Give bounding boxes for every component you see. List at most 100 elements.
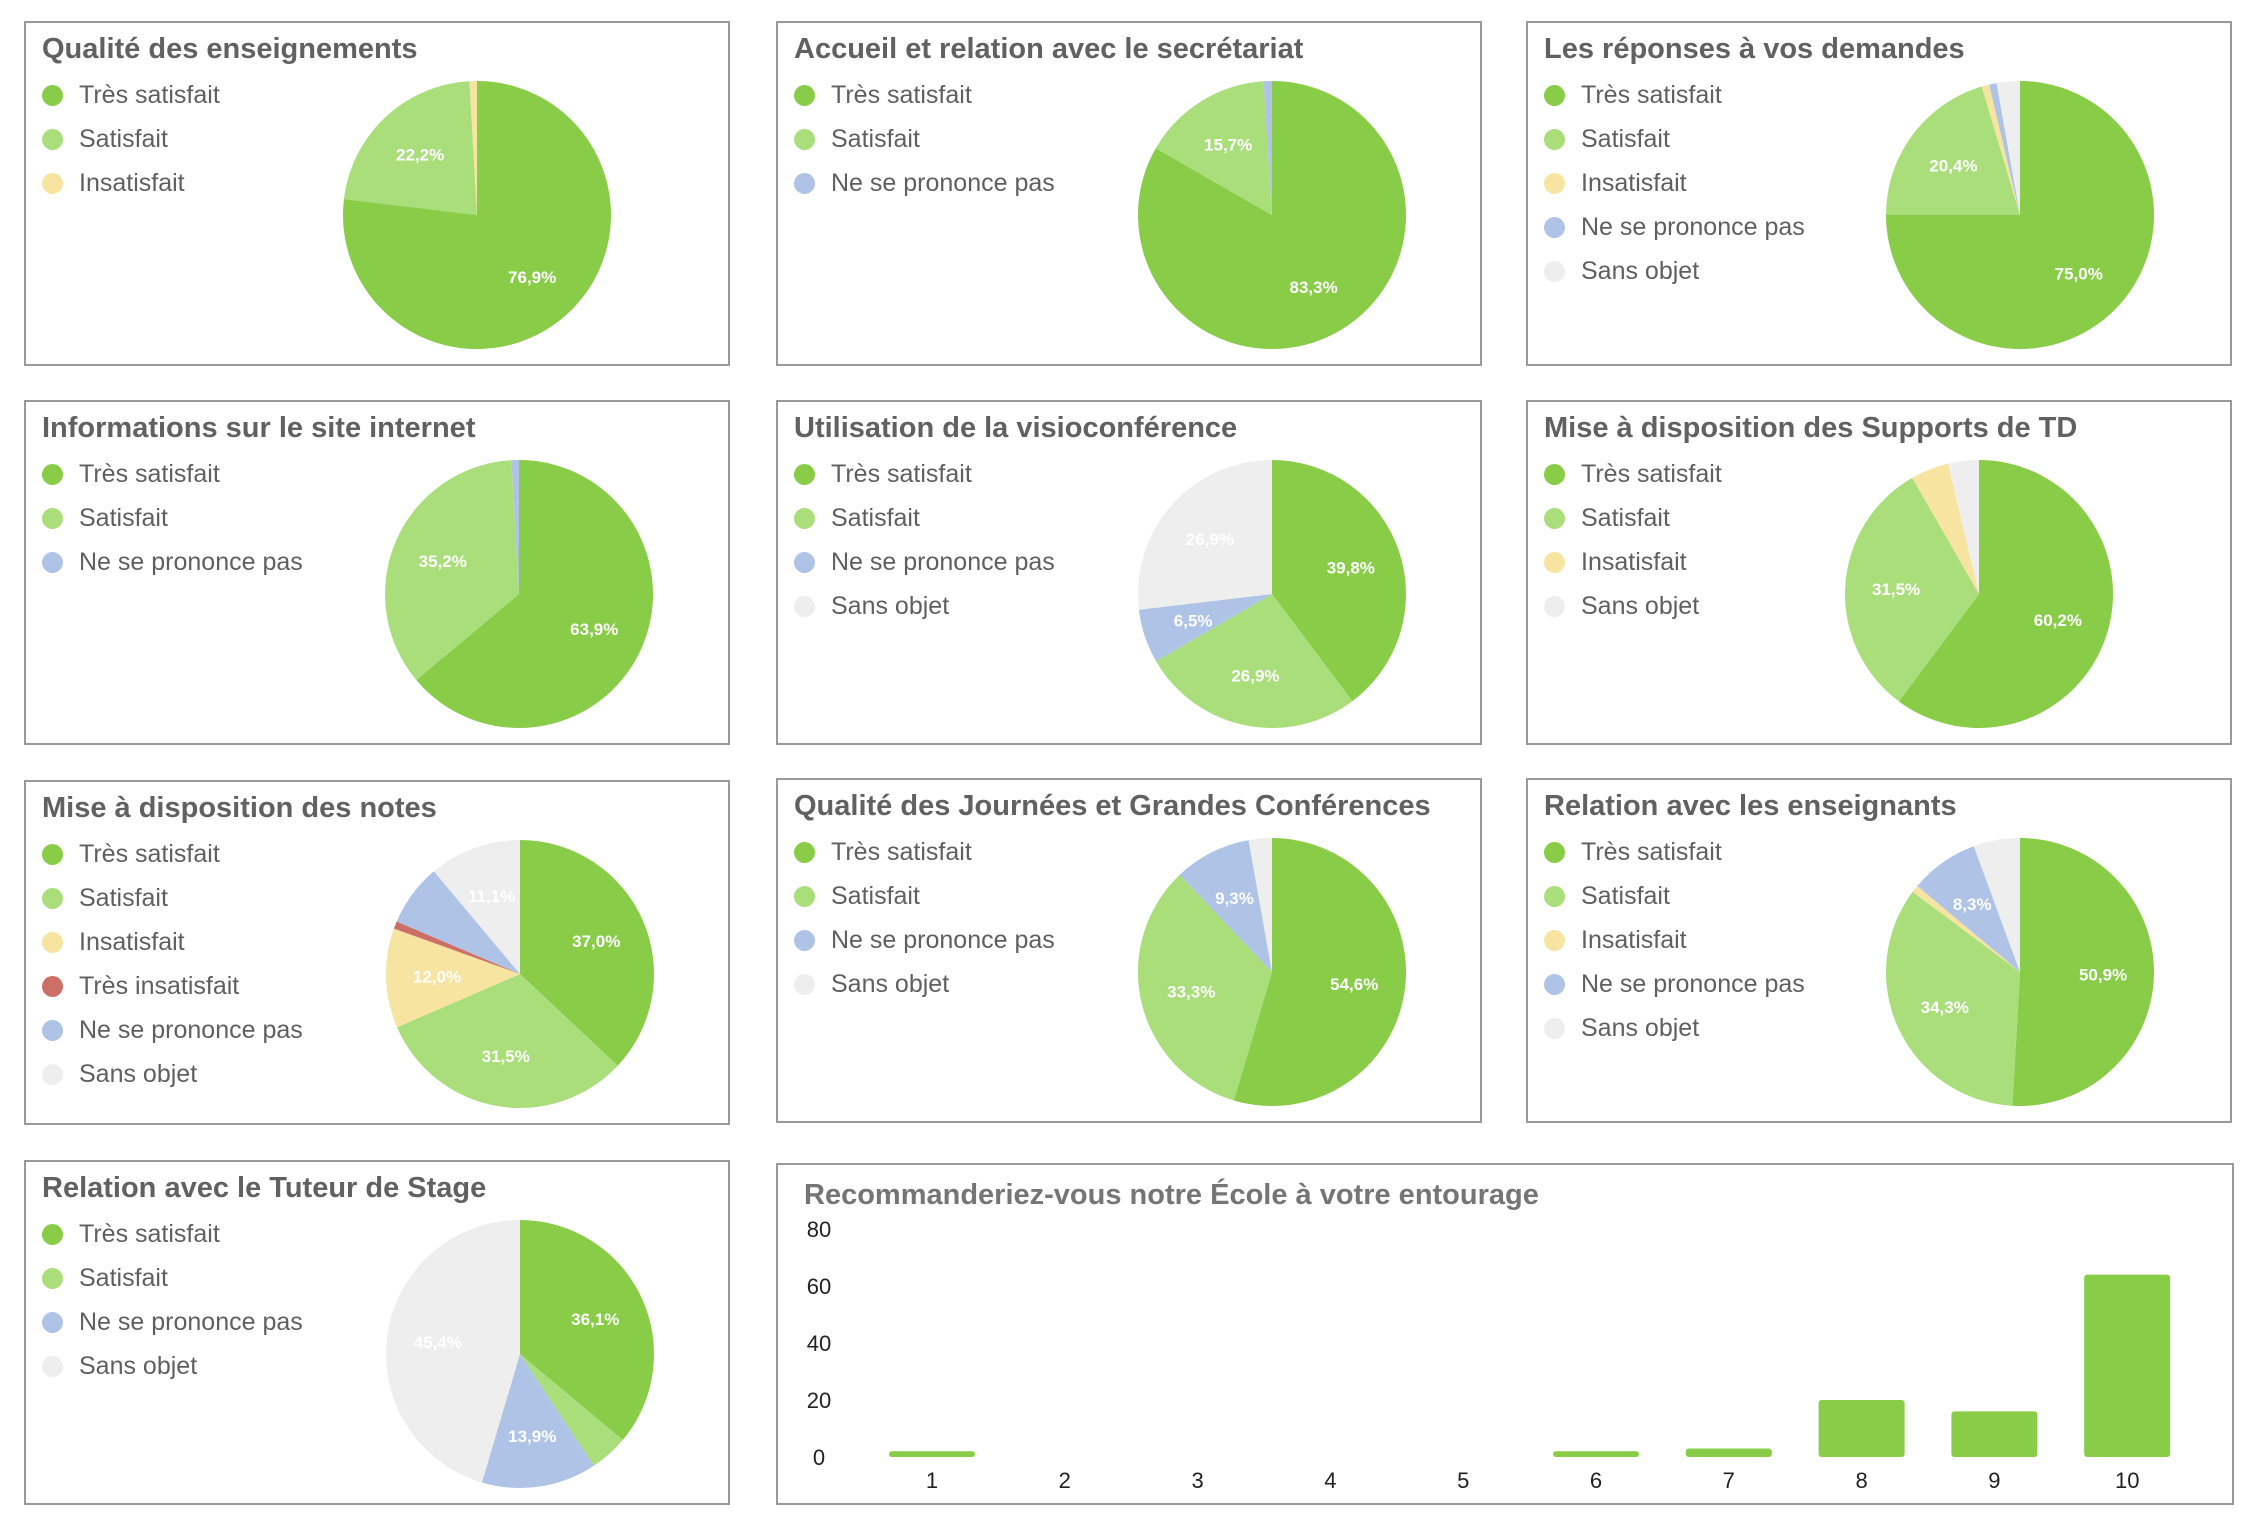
pie-slice-insatisfait[interactable]	[1912, 463, 1979, 594]
legend-item-sans-objet[interactable]: Sans objet	[794, 962, 1055, 1006]
legend-item-tres-satisfait[interactable]: Très satisfait	[42, 832, 303, 876]
legend-item-satisfait[interactable]: Satisfait	[794, 874, 1055, 918]
pie-slice-tres-satisfait[interactable]	[1233, 838, 1406, 1106]
pie-slice-sans-objet[interactable]	[1948, 460, 1979, 594]
pie-slice-ne-se-prononce-pas[interactable]	[1179, 840, 1272, 972]
pie-slice-satisfait[interactable]	[1155, 81, 1272, 215]
legend-item-tres-satisfait[interactable]: Très satisfait	[794, 73, 1055, 117]
legend-item-insatisfait[interactable]: Insatisfait	[42, 161, 220, 205]
legend-item-satisfait[interactable]: Satisfait	[42, 1256, 303, 1300]
pie-slice-satisfait[interactable]	[1156, 594, 1353, 728]
pie-slice-ne-se-prononce-pas[interactable]	[1917, 846, 2020, 972]
pie-slice-tres-satisfait[interactable]	[520, 840, 654, 1066]
pie-slice-insatisfait[interactable]	[385, 928, 520, 1028]
pie-chart-title: Utilisation de la visioconférence	[794, 412, 1238, 444]
pie-slice-tres-satisfait[interactable]	[416, 460, 653, 728]
pie-slice-insatisfait[interactable]	[1981, 84, 2020, 215]
pie-slice-tres-satisfait[interactable]	[520, 1220, 655, 1441]
bar-6[interactable]	[1553, 1451, 1639, 1457]
bar-7[interactable]	[1685, 1448, 1772, 1457]
pie-slice-satisfait[interactable]	[384, 460, 519, 681]
pie-chart-title: Accueil et relation avec le secrétariat	[794, 33, 1304, 65]
legend-item-insatisfait[interactable]: Insatisfait	[1544, 918, 1805, 962]
pie-chart-title: Les réponses à vos demandes	[1544, 33, 1965, 65]
legend-item-tres-satisfait[interactable]: Très satisfait	[794, 830, 1055, 874]
legend-item-satisfait[interactable]: Satisfait	[1544, 874, 1805, 918]
pie-slice-tres-insatisfait[interactable]	[393, 921, 520, 974]
pie-slice-satisfait[interactable]	[397, 974, 618, 1108]
bar-10[interactable]	[2084, 1274, 2171, 1457]
pie-slice-tres-satisfait[interactable]	[1898, 460, 2113, 728]
pie-slice-insatisfait[interactable]	[469, 81, 477, 215]
legend-item-ne-se-prononce-pas[interactable]: Ne se prononce pas	[42, 1300, 303, 1344]
pie-slice-sans-objet[interactable]	[385, 1220, 520, 1483]
legend-item-ne-se-prononce-pas[interactable]: Ne se prononce pas	[42, 1008, 303, 1052]
pie-slice-ne-se-prononce-pas[interactable]	[1138, 594, 1272, 662]
legend-item-insatisfait[interactable]: Insatisfait	[1544, 161, 1805, 205]
pie-legend: Très satisfait Satisfait Ne se prononce pa…	[794, 830, 1055, 1006]
pie-slice-satisfait[interactable]	[1886, 891, 2020, 1106]
pie-slice-ne-se-prononce-pas[interactable]	[481, 1354, 594, 1488]
legend-item-satisfait[interactable]: Satisfait	[794, 496, 1055, 540]
pie-slice-ne-se-prononce-pas[interactable]	[1263, 81, 1272, 215]
legend-item-tres-satisfait[interactable]: Très satisfait	[1544, 452, 1722, 496]
legend-item-satisfait[interactable]: Satisfait	[1544, 496, 1722, 540]
legend-item-satisfait[interactable]: Satisfait	[1544, 117, 1805, 161]
pie-slice-sans-objet[interactable]	[1996, 81, 2020, 215]
legend-label: Insatisfait	[1581, 168, 1687, 197]
pie-slice-tres-satisfait[interactable]	[343, 81, 611, 349]
pie-slice-sans-objet[interactable]	[1248, 838, 1272, 972]
legend-item-ne-se-prononce-pas[interactable]: Ne se prononce pas	[794, 540, 1055, 584]
legend-item-ne-se-prononce-pas[interactable]: Ne se prononce pas	[1544, 205, 1805, 249]
legend-item-tres-satisfait[interactable]: Très satisfait	[42, 73, 220, 117]
legend-item-sans-objet[interactable]: Sans objet	[1544, 1006, 1805, 1050]
legend-item-satisfait[interactable]: Satisfait	[42, 496, 303, 540]
legend-item-insatisfait[interactable]: Insatisfait	[42, 920, 303, 964]
legend-item-insatisfait[interactable]: Insatisfait	[1544, 540, 1722, 584]
legend-item-ne-se-prononce-pas[interactable]: Ne se prononce pas	[794, 918, 1055, 962]
legend-label: Sans objet	[79, 1059, 198, 1088]
pie-legend: Très satisfait Satisfait Insatisfait Très i…	[42, 832, 303, 1096]
legend-item-ne-se-prononce-pas[interactable]: Ne se prononce pas	[1544, 962, 1805, 1006]
pie-slice-tres-satisfait[interactable]	[1272, 460, 1406, 702]
bar-1[interactable]	[889, 1451, 975, 1457]
bar-9[interactable]	[1951, 1411, 2038, 1457]
pie-slice-ne-se-prononce-pas[interactable]	[511, 460, 519, 594]
pie-slice-label: 39,8%	[1327, 559, 1375, 578]
pie-slice-sans-objet[interactable]	[1138, 460, 1272, 610]
legend-item-sans-objet[interactable]: Sans objet	[42, 1052, 303, 1096]
pie-legend: Très satisfait Satisfait Ne se prononce pa…	[794, 73, 1055, 205]
pie-slice-sans-objet[interactable]	[433, 840, 520, 974]
legend-item-sans-objet[interactable]: Sans objet	[1544, 249, 1805, 293]
legend-item-ne-se-prononce-pas[interactable]: Ne se prononce pas	[42, 540, 303, 584]
pie-slice-ne-se-prononce-pas[interactable]	[396, 871, 520, 974]
pie-slice-satisfait[interactable]	[520, 1354, 623, 1466]
legend-item-tres-satisfait[interactable]: Très satisfait	[1544, 73, 1805, 117]
legend-item-tres-satisfait[interactable]: Très satisfait	[42, 1212, 303, 1256]
legend-item-tres-satisfait[interactable]: Très satisfait	[794, 452, 1055, 496]
legend-item-tres-satisfait[interactable]: Très satisfait	[1544, 830, 1805, 874]
legend-item-ne-se-prononce-pas[interactable]: Ne se prononce pas	[794, 161, 1055, 205]
legend-item-satisfait[interactable]: Satisfait	[42, 876, 303, 920]
pie-chart: 37,0% 31,5% 12,0% 11,1%	[385, 840, 654, 1108]
pie-slice-label: 8,3%	[1953, 895, 1992, 914]
pie-slice-tres-satisfait[interactable]	[2012, 838, 2155, 1106]
pie-slice-satisfait[interactable]	[1886, 86, 2020, 215]
legend-item-tres-insatisfait[interactable]: Très insatisfait	[42, 964, 303, 1008]
bar-8[interactable]	[1818, 1400, 1905, 1457]
legend-item-satisfait[interactable]: Satisfait	[794, 117, 1055, 161]
legend-item-tres-satisfait[interactable]: Très satisfait	[42, 452, 303, 496]
pie-slice-sans-objet[interactable]	[1973, 838, 2020, 972]
pie-slice-satisfait[interactable]	[1845, 477, 1979, 702]
legend-item-satisfait[interactable]: Satisfait	[42, 117, 220, 161]
legend-swatch-icon	[794, 128, 815, 150]
pie-slice-satisfait[interactable]	[1138, 874, 1272, 1101]
legend-item-sans-objet[interactable]: Sans objet	[42, 1344, 303, 1388]
legend-label: Insatisfait	[1581, 547, 1687, 576]
pie-slice-ne-se-prononce-pas[interactable]	[1989, 83, 2020, 215]
legend-item-sans-objet[interactable]: Sans objet	[1544, 584, 1722, 628]
legend-item-sans-objet[interactable]: Sans objet	[794, 584, 1055, 628]
pie-slice-satisfait[interactable]	[343, 81, 477, 215]
pie-slice-insatisfait[interactable]	[1912, 885, 2020, 972]
pie-panel-journees-conferences: 54,6% 33,3% 9,3% Qualité des Journées et Gr…	[776, 778, 1482, 1123]
